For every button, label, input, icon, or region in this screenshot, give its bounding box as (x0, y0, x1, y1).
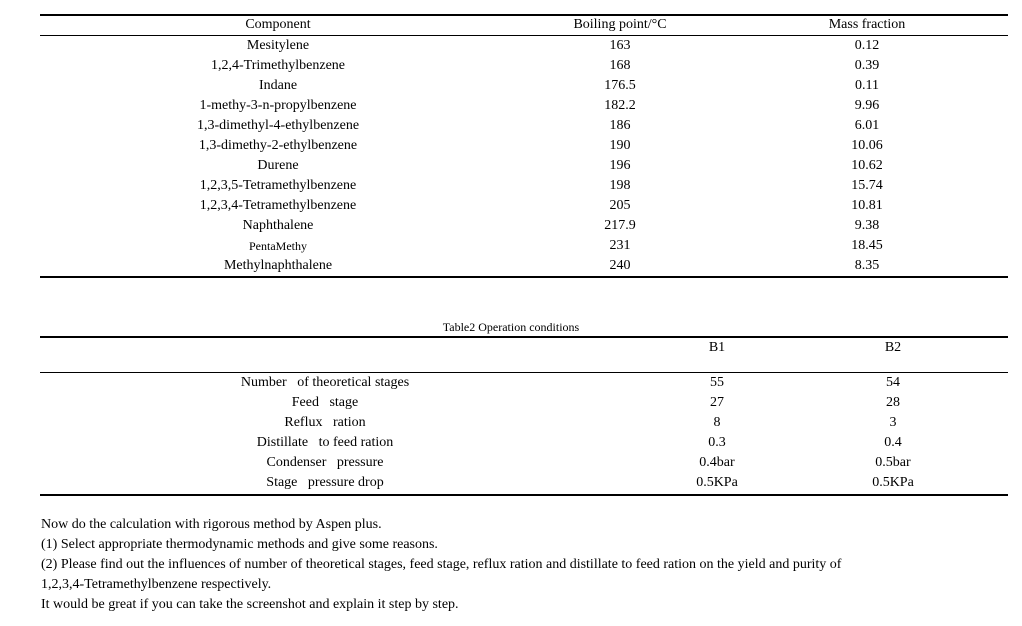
header-mass-fraction: Mass fraction (828, 17, 906, 32)
header-boiling-point: Boiling point/°C (573, 17, 667, 32)
table-row: PentaMethy 231 18.45 (40, 236, 1008, 256)
cell-value: 217.9 (604, 218, 636, 233)
cell-value: 240 (609, 258, 631, 273)
cell-value: 10.81 (851, 198, 883, 213)
table-row: Methylnaphthalene 240 8.35 (40, 256, 1008, 276)
row-label: Durene (257, 158, 299, 173)
header-component: Component (245, 17, 311, 32)
table1-header: Component Boiling point/°C Mass fraction (40, 15, 1008, 35)
question-line: It would be great if you can take the sc… (41, 597, 459, 612)
table-row: 1,3-dimethyl-4-ethylbenzene 186 6.01 (40, 116, 1008, 136)
question-line: 1,2,3,4-Tetramethylbenzene respectively. (41, 577, 272, 592)
table-row: 1-methy-3-n-propylbenzene 182.2 9.96 (40, 96, 1008, 116)
header-b1: B1 (708, 340, 726, 355)
cell-value: 198 (609, 178, 631, 193)
table-row: 1,2,3,4-Tetramethylbenzene 205 10.81 (40, 196, 1008, 216)
table-row: Feed stage 27 28 (40, 393, 1008, 413)
row-label: Methylnaphthalene (223, 258, 333, 273)
table-row: Stage pressure drop 0.5KPa 0.5KPa (40, 473, 1008, 493)
cell-value: 0.5bar (875, 455, 911, 470)
table-row: Naphthalene 217.9 9.38 (40, 216, 1008, 236)
table-row: Distillate to feed ration 0.3 0.4 (40, 433, 1008, 453)
cell-value: 0.3 (708, 435, 726, 450)
row-label: Condenser pressure (266, 455, 384, 470)
cell-value: 231 (609, 238, 631, 253)
cell-value: 190 (609, 138, 631, 153)
row-label: Mesitylene (246, 38, 310, 53)
table-row: Indane 176.5 0.11 (40, 76, 1008, 96)
cell-value: 0.5KPa (696, 475, 738, 490)
cell-value: 8.35 (854, 258, 880, 273)
cell-value: 0.4bar (699, 455, 735, 470)
row-label: 1-methy-3-n-propylbenzene (199, 98, 357, 113)
row-label: Stage pressure drop (266, 475, 384, 490)
cell-value: 27 (710, 395, 724, 410)
table2-header: B1 B2 (40, 338, 1008, 358)
row-label: PentaMethy (249, 239, 307, 253)
table-row: 1,2,3,5-Tetramethylbenzene 198 15.74 (40, 176, 1008, 196)
cell-value: 168 (609, 58, 631, 73)
table-row: Number of theoretical stages 55 54 (40, 373, 1008, 393)
cell-value: 3 (889, 415, 897, 430)
cell-value: 196 (609, 158, 631, 173)
cell-value: 54 (886, 375, 900, 390)
cell-value: 0.4 (884, 435, 902, 450)
cell-value: 186 (609, 118, 631, 133)
row-label: 1,2,4-Trimethylbenzene (210, 58, 346, 73)
row-label: 1,2,3,5-Tetramethylbenzene (199, 178, 357, 193)
row-label: Naphthalene (242, 218, 314, 233)
cell-value: 0.11 (855, 78, 879, 93)
table1-header-rule (40, 35, 1008, 36)
row-label: Distillate to feed ration (256, 435, 394, 450)
row-label: 1,2,3,4-Tetramethylbenzene (199, 198, 357, 213)
cell-value: 176.5 (604, 78, 636, 93)
cell-value: 205 (609, 198, 631, 213)
cell-value: 15.74 (851, 178, 883, 193)
cell-value: 10.06 (851, 138, 883, 153)
cell-value: 182.2 (604, 98, 636, 113)
table2-bottom-rule (40, 494, 1008, 496)
row-label: 1,3-dimethyl-4-ethylbenzene (196, 118, 360, 133)
cell-value: 6.01 (854, 118, 880, 133)
cell-value: 0.5KPa (872, 475, 914, 490)
table-row: 1,3-dimethy-2-ethylbenzene 190 10.06 (40, 136, 1008, 156)
cell-value: 28 (886, 395, 900, 410)
question-line: (1) Select appropriate thermodynamic met… (41, 537, 438, 552)
cell-value: 9.38 (854, 218, 880, 233)
row-label: 1,3-dimethy-2-ethylbenzene (198, 138, 358, 153)
row-label: Feed stage (291, 395, 359, 410)
table-row: Reflux ration 8 3 (40, 413, 1008, 433)
table-row: Condenser pressure 0.4bar 0.5bar (40, 453, 1008, 473)
cell-value: 163 (609, 38, 631, 53)
table1-bottom-rule (40, 276, 1008, 278)
question-line: (2) Please find out the influences of nu… (41, 557, 842, 572)
cell-value: 9.96 (854, 98, 880, 113)
table-row: Mesitylene 163 0.12 (40, 36, 1008, 56)
header-b2: B2 (884, 340, 902, 355)
question-line: Now do the calculation with rigorous met… (41, 517, 382, 532)
cell-value: 10.62 (851, 158, 883, 173)
table2-header-rule (40, 372, 1008, 373)
table2-top-rule (40, 336, 1008, 338)
row-label: Indane (258, 78, 298, 93)
row-label: Reflux ration (284, 415, 366, 430)
cell-value: 8 (713, 415, 721, 430)
table1-top-rule (40, 14, 1008, 16)
table2-caption: Table2 Operation conditions (442, 320, 580, 334)
question-text: Now do the calculation with rigorous met… (41, 515, 1001, 615)
table-row: Durene 196 10.62 (40, 156, 1008, 176)
cell-value: 0.12 (854, 38, 880, 53)
cell-value: 18.45 (851, 238, 883, 253)
cell-value: 55 (710, 375, 724, 390)
table-row: 1,2,4-Trimethylbenzene 168 0.39 (40, 56, 1008, 76)
cell-value: 0.39 (854, 58, 880, 73)
row-label: Number of theoretical stages (240, 375, 410, 390)
